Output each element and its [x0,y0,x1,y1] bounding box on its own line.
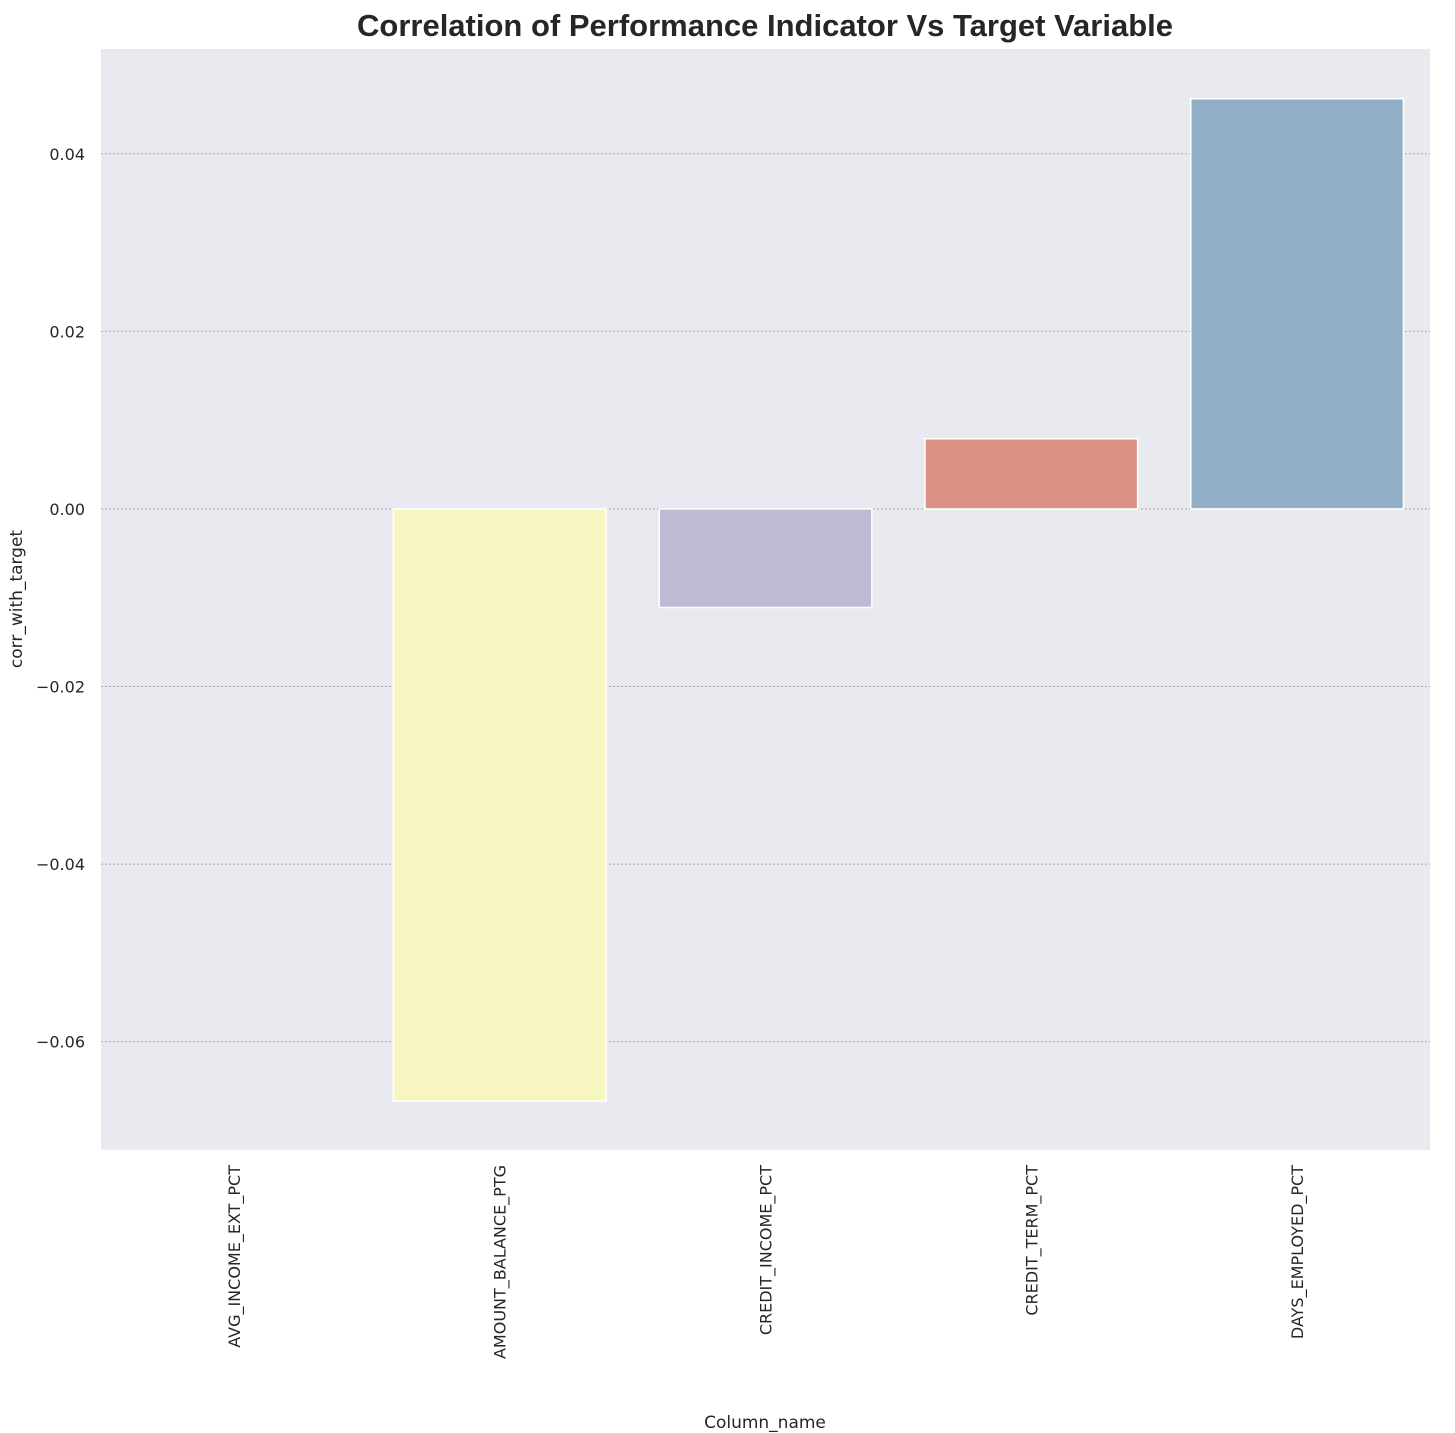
bars [392,97,1405,1102]
bar-credit-income-pct [658,508,873,609]
y-tick-label: 0.04 [49,145,85,164]
y-tick-label: −0.02 [36,678,85,697]
x-tick-label: CREDIT_TERM_PCT [1022,1165,1042,1316]
x-tick-label: CREDIT_INCOME_PCT [757,1165,777,1335]
x-axis-label: Column_name [704,1413,826,1433]
bar-amount-balance-ptg [392,508,607,1102]
y-tick-label: 0.00 [49,500,85,519]
y-tick-label: −0.04 [36,855,85,874]
x-tick-label: AMOUNT_BALANCE_PTG [491,1165,511,1359]
y-axis-ticks: −0.06 −0.04 −0.02 0.00 0.02 0.04 [36,145,85,1052]
y-tick-label: 0.02 [49,322,85,341]
bar-days-employed-pct [1190,97,1405,510]
x-axis-ticks: AVG_INCOME_EXT_PCT AMOUNT_BALANCE_PTG CRED… [225,1165,1308,1359]
x-tick-label: DAYS_EMPLOYED_PCT [1288,1165,1308,1339]
y-tick-label: −0.06 [36,1033,85,1052]
x-tick-label: AVG_INCOME_EXT_PCT [225,1165,245,1348]
chart-title: Correlation of Performance Indicator Vs … [357,8,1173,43]
y-axis-label: corr_with_target [7,530,27,669]
bar-credit-term-pct [924,438,1139,510]
